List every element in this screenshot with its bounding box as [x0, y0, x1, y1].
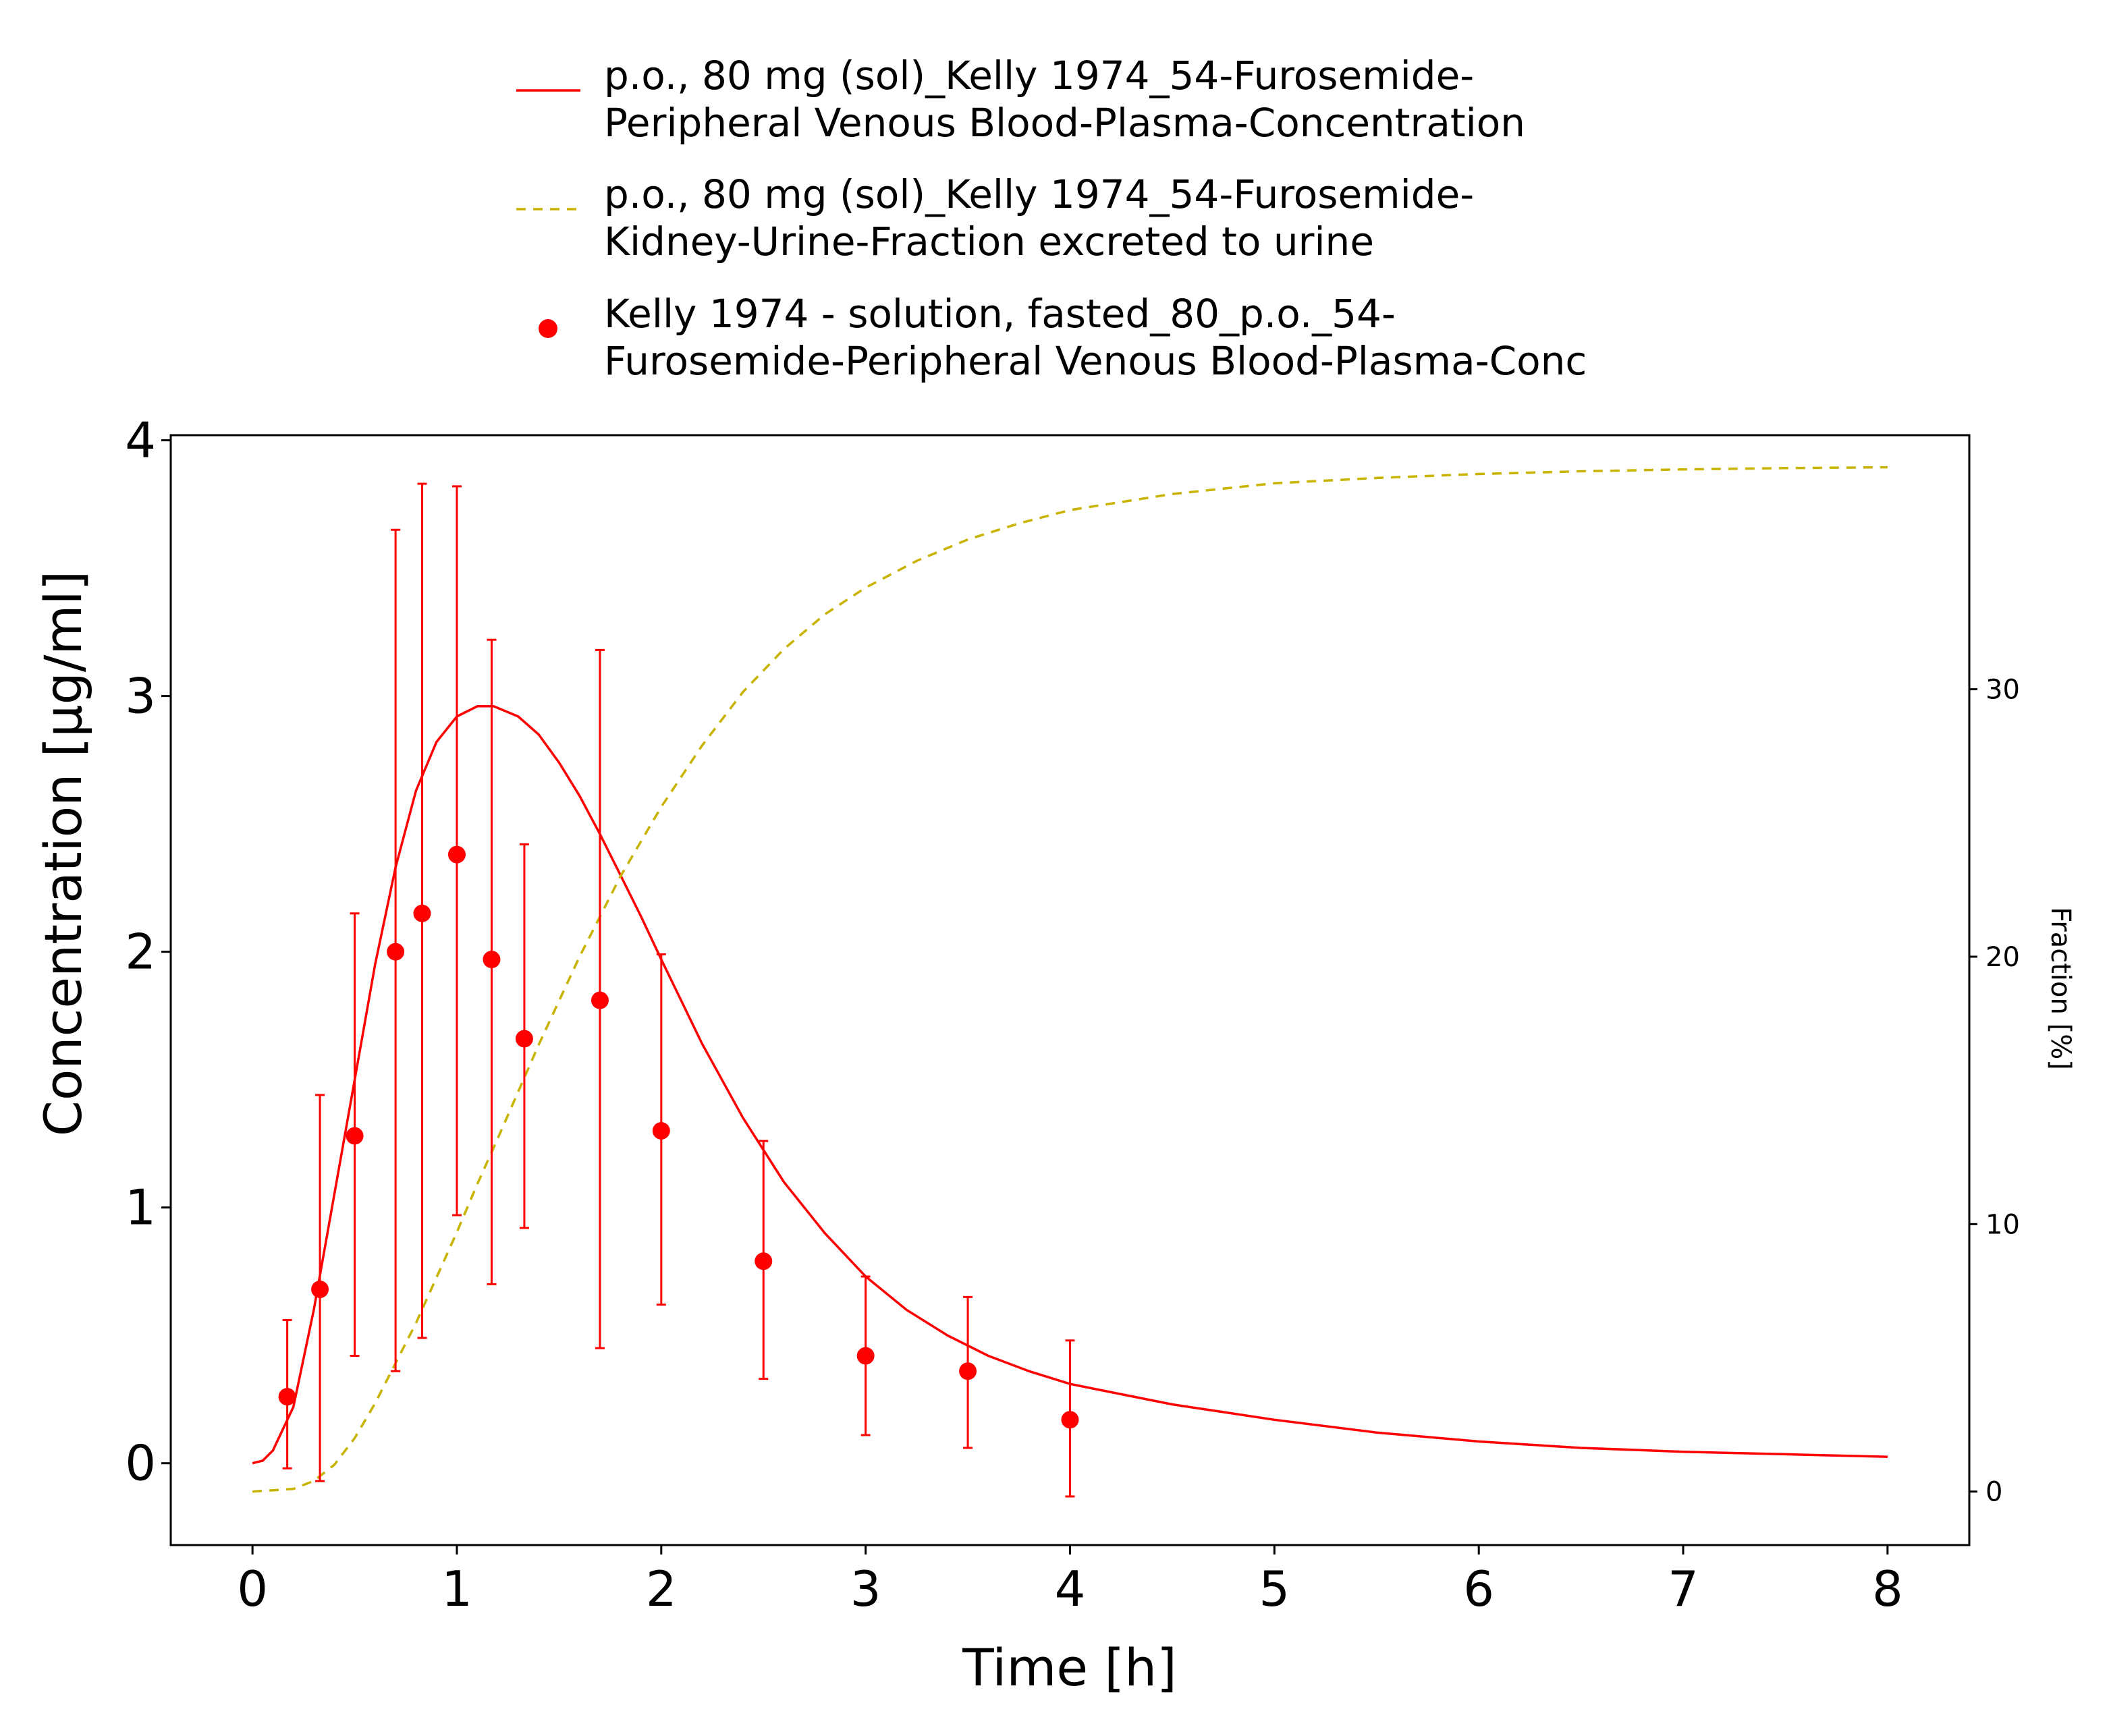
observed-point [413, 482, 431, 1339]
data-point-marker [959, 1362, 977, 1380]
y-axis-right: 0 10 20 30 [1969, 675, 2020, 1508]
legend-entry-urine-simulation: p.o., 80 mg (sol)_Kelly 1974_54-Furosemi… [516, 171, 1474, 264]
data-point-marker [447, 845, 466, 864]
urine-fraction-line [252, 466, 1888, 1493]
legend-label-line-1: p.o., 80 mg (sol)_Kelly 1974_54-Furosemi… [604, 53, 1474, 99]
observed-point [311, 1094, 329, 1482]
plasma-concentration-line [252, 705, 1888, 1465]
observed-data-points [278, 482, 1079, 1498]
x-axis-title: Time [h] [962, 1637, 1177, 1698]
observed-point [652, 953, 670, 1306]
observed-point [515, 843, 533, 1229]
data-point-marker [278, 1388, 296, 1406]
legend-label-line-2: Kidney-Urine-Fraction excreted to urine [604, 219, 1374, 264]
x-axis: 0 1 2 3 4 5 6 7 8 [237, 1545, 1903, 1617]
series-layer [252, 466, 1888, 1498]
y-tick-label: 1 [125, 1179, 156, 1236]
data-point-marker [413, 904, 431, 922]
y-tick-label: 2 [125, 924, 156, 980]
x-tick-label: 7 [1668, 1561, 1699, 1617]
data-point-marker [755, 1252, 773, 1270]
observed-point [1061, 1339, 1079, 1498]
data-point-marker [387, 943, 405, 961]
y-tick-label: 0 [125, 1435, 156, 1492]
y2-axis-title: Fraction [%] [2045, 907, 2076, 1070]
x-tick-label: 4 [1055, 1561, 1086, 1617]
data-point-marker [591, 991, 609, 1009]
x-tick-label: 5 [1259, 1561, 1290, 1617]
data-point-marker [856, 1347, 875, 1365]
y2-tick-label: 30 [1985, 675, 2020, 706]
x-tick-label: 2 [646, 1561, 677, 1617]
data-point-marker [311, 1280, 329, 1298]
observed-point [755, 1140, 773, 1380]
y-tick-label: 4 [125, 412, 156, 469]
data-point-marker [515, 1030, 533, 1048]
legend-entry-plasma-simulation: p.o., 80 mg (sol)_Kelly 1974_54-Furosemi… [516, 53, 1525, 146]
x-tick-label: 3 [850, 1561, 881, 1617]
y2-tick-label: 10 [1985, 1209, 2020, 1240]
data-point-marker [346, 1127, 364, 1145]
legend: p.o., 80 mg (sol)_Kelly 1974_54-Furosemi… [516, 53, 1587, 384]
x-tick-label: 6 [1463, 1561, 1494, 1617]
legend-label-line-2: Peripheral Venous Blood-Plasma-Concentra… [604, 100, 1525, 146]
observed-point [447, 485, 466, 1216]
legend-label-line-1: p.o., 80 mg (sol)_Kelly 1974_54-Furosemi… [604, 171, 1474, 217]
observed-point [387, 528, 405, 1372]
data-point-marker [483, 951, 501, 969]
observed-point [591, 648, 609, 1349]
legend-swatch-marker [539, 319, 557, 338]
y-tick-label: 3 [125, 668, 156, 725]
y-axis-left: 0 1 2 3 4 [125, 412, 171, 1492]
y-axis-title: Concentration [µg/ml] [33, 571, 93, 1136]
legend-entry-observed-data: Kelly 1974 - solution, fasted_80_p.o._54… [539, 291, 1587, 384]
x-tick-label: 1 [441, 1561, 472, 1617]
x-tick-label: 8 [1872, 1561, 1903, 1617]
observed-point [856, 1275, 875, 1436]
x-tick-label: 0 [237, 1561, 268, 1617]
y2-tick-label: 20 [1985, 942, 2020, 973]
data-point-marker [1061, 1411, 1079, 1429]
observed-point [959, 1295, 977, 1449]
y2-tick-label: 0 [1985, 1477, 2002, 1508]
observed-point [346, 912, 364, 1357]
observed-point [278, 1318, 296, 1469]
observed-point [483, 638, 501, 1285]
legend-label-line-1: Kelly 1974 - solution, fasted_80_p.o._54… [604, 291, 1396, 337]
data-point-marker [652, 1121, 670, 1140]
legend-label-line-2: Furosemide-Peripheral Venous Blood-Plasm… [604, 338, 1587, 384]
